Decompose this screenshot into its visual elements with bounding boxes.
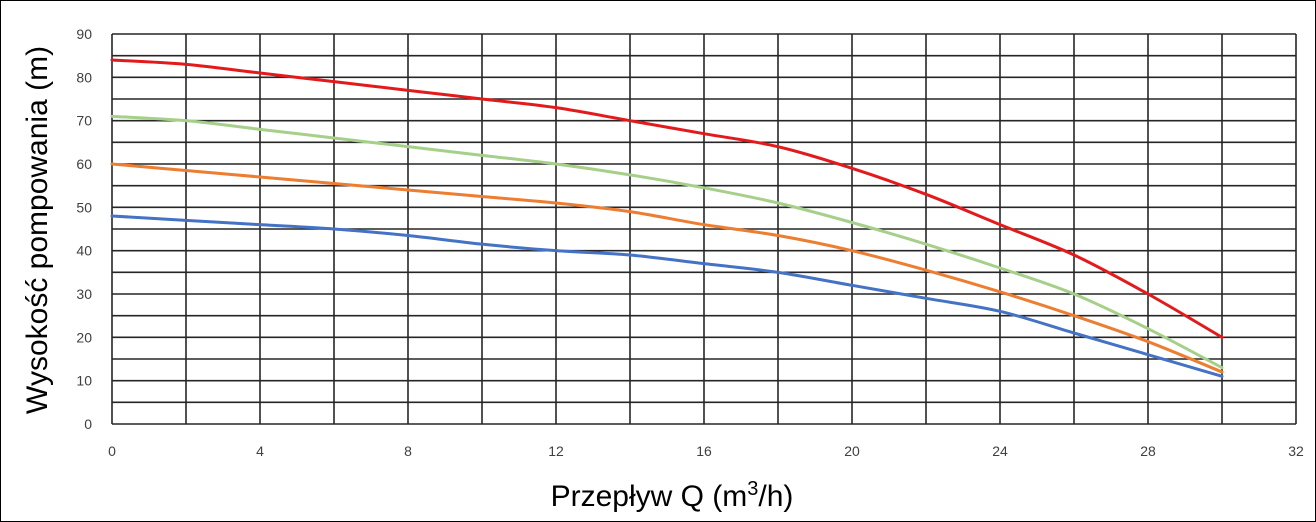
x-axis-title: Przepływ Q (m3/h) xyxy=(551,478,794,513)
y-tick-label: 70 xyxy=(76,113,92,129)
series-line xyxy=(110,214,1224,378)
y-tick-label: 30 xyxy=(76,286,92,302)
x-tick-label: 12 xyxy=(548,443,564,459)
y-tick-label: 80 xyxy=(76,69,92,85)
x-tick-labels: 0 4 8 12 16 20 24 28 32 xyxy=(108,443,1304,459)
series-group xyxy=(110,58,1224,378)
y-tick-label: 0 xyxy=(84,416,92,432)
y-tick-label: 50 xyxy=(76,199,92,215)
y-tick-label: 90 xyxy=(76,26,92,42)
y-tick-labels: 0 10 20 30 40 50 60 70 80 90 xyxy=(76,26,92,432)
x-tick-label: 16 xyxy=(696,443,712,459)
y-axis-title: Wysokość pompowania (m) xyxy=(21,46,54,414)
series-line xyxy=(110,162,1224,374)
series-line xyxy=(110,58,1224,339)
grid-lines xyxy=(111,33,1297,425)
x-tick-label: 24 xyxy=(992,443,1008,459)
x-tick-label: 20 xyxy=(844,443,860,459)
x-tick-label: 4 xyxy=(256,443,264,459)
x-tick-label: 0 xyxy=(108,443,116,459)
x-tick-label: 8 xyxy=(404,443,412,459)
series-line xyxy=(110,114,1224,370)
x-tick-label: 28 xyxy=(1140,443,1156,459)
y-tick-label: 10 xyxy=(76,373,92,389)
y-tick-label: 40 xyxy=(76,243,92,259)
y-tick-label: 20 xyxy=(76,329,92,345)
y-tick-label: 60 xyxy=(76,156,92,172)
x-tick-label: 32 xyxy=(1288,443,1304,459)
